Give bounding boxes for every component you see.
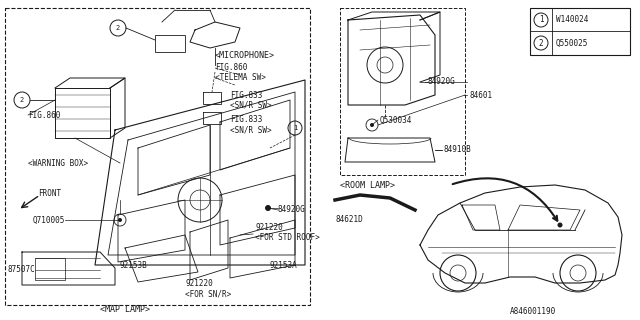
Text: Q710005: Q710005: [33, 215, 65, 225]
Text: 84601: 84601: [470, 91, 493, 100]
Bar: [155, 35, 185, 52]
Text: FIG.860: FIG.860: [28, 110, 60, 119]
Bar: [35, 258, 65, 280]
Text: <ROOM LAMP>: <ROOM LAMP>: [340, 180, 395, 189]
Text: 2: 2: [116, 25, 120, 31]
Text: <FOR SN/R>: <FOR SN/R>: [185, 290, 231, 299]
Circle shape: [265, 205, 271, 211]
Bar: [530, 8, 630, 55]
Bar: [5, 8, 310, 305]
Text: <WARNING BOX>: <WARNING BOX>: [28, 158, 88, 167]
Text: 1: 1: [293, 125, 297, 131]
Bar: [340, 8, 465, 175]
Text: <MAP LAMP>: <MAP LAMP>: [100, 306, 150, 315]
Text: FIG.833: FIG.833: [230, 91, 262, 100]
Text: FRONT: FRONT: [38, 189, 61, 198]
Text: FIG.860: FIG.860: [215, 63, 248, 73]
Text: W140024: W140024: [556, 15, 588, 25]
Text: 1: 1: [539, 15, 543, 25]
Text: <SN/R SW>: <SN/R SW>: [230, 125, 271, 134]
Text: 2: 2: [539, 38, 543, 47]
Circle shape: [557, 222, 563, 228]
Text: A846001190: A846001190: [510, 308, 556, 316]
Text: 84910B: 84910B: [444, 146, 472, 155]
FancyArrowPatch shape: [452, 178, 557, 221]
Text: Q550025: Q550025: [556, 38, 588, 47]
Text: 84920G: 84920G: [278, 205, 306, 214]
Text: <SN/R SW>: <SN/R SW>: [230, 100, 271, 109]
Text: 921220: 921220: [185, 279, 212, 289]
Text: 92153B: 92153B: [120, 260, 148, 269]
Text: <MICROPHONE>: <MICROPHONE>: [215, 51, 275, 60]
Text: 84920G: 84920G: [428, 77, 456, 86]
Circle shape: [118, 218, 122, 222]
Text: Q530034: Q530034: [380, 116, 412, 124]
Text: <TELEMA SW>: <TELEMA SW>: [215, 74, 266, 83]
Text: 92153A: 92153A: [270, 260, 298, 269]
Text: 87507C: 87507C: [8, 266, 36, 275]
Circle shape: [370, 123, 374, 127]
Text: 2: 2: [20, 97, 24, 103]
Text: <FOR STD ROOF>: <FOR STD ROOF>: [255, 234, 320, 243]
Text: 921220: 921220: [255, 223, 283, 233]
Text: FIG.833: FIG.833: [230, 116, 262, 124]
Text: 84621D: 84621D: [335, 215, 363, 225]
